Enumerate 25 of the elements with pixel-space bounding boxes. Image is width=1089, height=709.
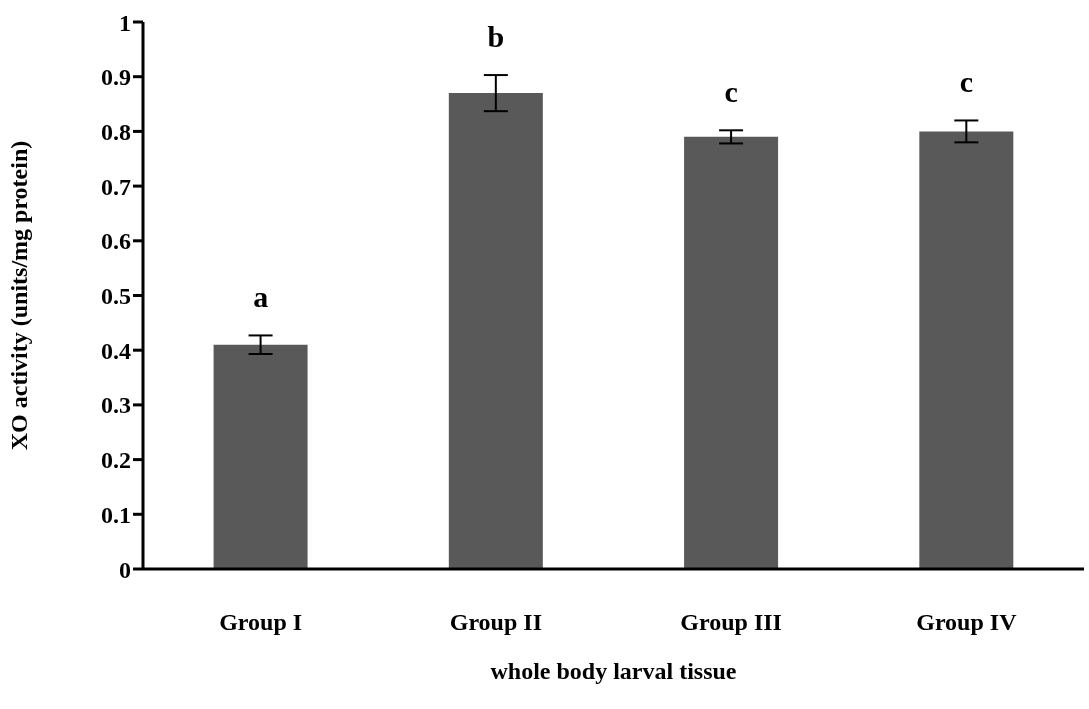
y-tick-label: 0.4 bbox=[101, 337, 131, 364]
x-tick-label: Group IV bbox=[916, 609, 1018, 636]
annotation: c bbox=[724, 75, 738, 109]
y-tick-label: 1 bbox=[119, 9, 131, 36]
bar bbox=[448, 93, 543, 569]
x-tick-label: Group I bbox=[219, 609, 303, 636]
y-tick-label: 0.5 bbox=[101, 283, 131, 310]
x-tick-label: Group II bbox=[449, 609, 543, 636]
x-tick-label: Group III bbox=[680, 609, 782, 636]
y-axis-title: XO activity (units/mg protein) bbox=[5, 140, 32, 451]
bar bbox=[213, 344, 308, 569]
y-tick-label: 0.1 bbox=[101, 501, 131, 528]
y-tick-label: 0.8 bbox=[101, 118, 131, 145]
y-tick-label: 0.2 bbox=[101, 447, 131, 474]
y-tick-label: 0.3 bbox=[101, 392, 131, 419]
y-tick-label: 0.6 bbox=[101, 228, 131, 255]
bar bbox=[684, 136, 779, 569]
annotation: c bbox=[959, 65, 974, 99]
x-axis-title: whole body larval tissue bbox=[490, 658, 737, 684]
y-tick-label: 0.7 bbox=[101, 173, 131, 200]
annotation: a bbox=[253, 280, 269, 314]
bar bbox=[919, 131, 1014, 569]
y-tick-label: 0 bbox=[119, 556, 131, 583]
y-tick-label: 0.9 bbox=[101, 64, 131, 91]
annotation: b bbox=[487, 20, 505, 54]
